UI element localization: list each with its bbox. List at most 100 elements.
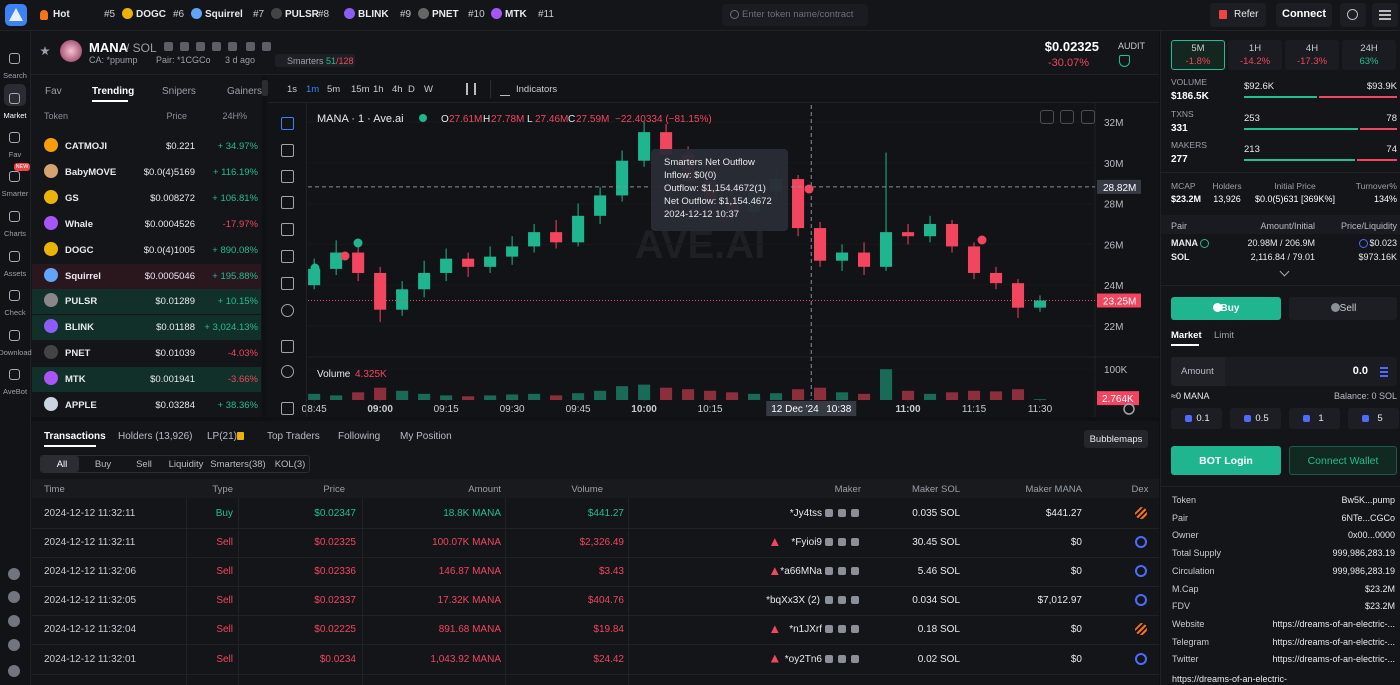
tx-filter[interactable]: Smarters(38) [210,459,266,470]
hot-name[interactable]: Squirrel [205,9,243,20]
list-tab[interactable]: Snipers [162,86,196,97]
sidebar-label[interactable]: AveBot [2,387,28,396]
chart-type-icon[interactable] [466,83,476,95]
refer-label[interactable]: Refer [1234,9,1259,20]
drawing-tool[interactable] [281,196,294,209]
sidebar-label[interactable]: Fav [8,150,22,159]
maker-action[interactable] [851,596,859,605]
connect-wallet-button[interactable] [1289,446,1397,475]
interval-button[interactable]: 1s [287,84,298,95]
chart-button[interactable] [1060,110,1074,124]
maker-action[interactable] [838,625,846,634]
timeframe-box[interactable] [1342,40,1396,70]
preset-button[interactable] [1348,408,1399,429]
hot-name[interactable]: PNET [432,9,459,20]
header-icon[interactable] [164,42,173,51]
buy-label[interactable]: Buy [1220,303,1240,314]
tx-filter[interactable]: KOL(3) [274,459,306,470]
drawing-tool[interactable] [281,250,294,263]
chart-button[interactable] [1040,110,1054,124]
tx-maker[interactable]: *a66MNa [780,566,822,578]
tx-tab[interactable]: Transactions [44,431,106,442]
list-token-name[interactable]: MTK [65,374,86,386]
hot-rank[interactable]: #7 [253,9,265,20]
maker-action[interactable] [838,538,846,547]
tx-maker[interactable]: *oy2Tn6 [784,653,822,665]
tx-filter[interactable]: Sell [136,459,152,470]
connect-label[interactable]: Connect [1282,8,1326,20]
bot-login-button[interactable] [1171,446,1281,475]
interval-button[interactable]: 15m [351,84,370,95]
bot-login[interactable]: BOT Login [1199,455,1253,467]
tx-maker[interactable]: *n1JXrf [789,624,822,636]
drawing-tool[interactable] [281,402,294,415]
sidebar-label[interactable]: Search [3,71,27,80]
drawing-tool[interactable] [281,365,294,378]
tx-tab[interactable]: Holders (13,926) [118,431,193,442]
timeframe-box[interactable] [1285,40,1339,70]
tx-maker[interactable]: *bqXx3X (2) [766,595,820,607]
social-icon[interactable] [8,665,20,677]
info-value[interactable]: https://dreams-of-an-electric-... [1272,654,1395,665]
preset-button[interactable] [1289,408,1340,429]
list-token-name[interactable]: CATMOJI [65,141,108,152]
maker-action[interactable] [825,509,833,517]
info-value[interactable]: https://dreams-of-an-electric-... [1272,636,1395,647]
list-token-name[interactable]: BabyMOVE [65,166,117,178]
indicators[interactable]: Indicators [516,84,558,95]
search-box[interactable] [722,4,868,26]
tx-filter[interactable]: Buy [94,459,112,470]
list-token-name[interactable]: BLINK [65,322,95,334]
connect-wallet[interactable]: Connect Wallet [1307,455,1379,467]
buy-button[interactable] [1171,297,1281,320]
logo[interactable] [5,4,27,26]
tx-tab[interactable]: Following [338,431,381,442]
header-icon[interactable] [228,42,237,51]
audit-label[interactable]: AUDIT [1118,41,1145,51]
sidebar-label[interactable]: Smarter [1,189,29,198]
list-token-name[interactable]: DOGC [65,244,94,256]
drawing-tool[interactable] [281,170,294,183]
preset-value[interactable]: 1 [1318,413,1324,424]
header-icon[interactable] [262,42,271,51]
interval-button[interactable]: 1h [373,84,384,95]
timeframe-box[interactable] [1171,40,1225,70]
hot-rank[interactable]: #5 [104,9,116,20]
hot-rank[interactable]: #10 [468,9,485,20]
timeframe-box[interactable] [1228,40,1282,70]
header-icon[interactable] [180,42,189,51]
hot-name[interactable]: BLINK [358,9,389,20]
interval-button[interactable]: W [424,84,433,95]
maker-action[interactable] [851,538,859,547]
list-tab[interactable]: Gainers [227,86,263,97]
tx-tab[interactable]: LP(21) [207,431,238,442]
drawing-tool[interactable] [281,340,294,353]
maker-action[interactable] [825,567,833,576]
hot-rank[interactable]: #11 [538,9,554,20]
hot-rank[interactable]: #6 [173,9,185,20]
tx-tab[interactable]: My Position [400,431,452,442]
preset-button[interactable] [1230,408,1281,429]
maker-action[interactable] [825,538,833,547]
drawing-tool[interactable] [281,117,294,130]
sidebar-label[interactable]: Check [4,308,26,317]
interval-button[interactable]: 4h [392,84,403,95]
preset-button[interactable] [1171,408,1222,429]
list-token-name[interactable]: PNET [65,348,91,360]
header-icon[interactable] [246,42,255,51]
interval-button[interactable]: 1m [306,84,320,95]
interval-button[interactable]: 5m [327,84,341,95]
hot-rank[interactable]: #8 [318,9,330,20]
drawing-tool[interactable] [281,144,294,157]
hot-name[interactable]: PULSR [285,9,319,20]
drawing-tool[interactable] [281,223,294,236]
maker-action[interactable] [838,509,846,517]
sell-label[interactable]: Sell [1339,303,1357,314]
maker-action[interactable] [825,596,833,605]
sell-button[interactable] [1289,297,1397,320]
favorite-star[interactable] [40,46,50,56]
maker-action[interactable] [851,567,859,576]
header-icon[interactable] [196,42,205,51]
social-icon[interactable] [8,568,20,580]
maker-action[interactable] [838,654,846,663]
